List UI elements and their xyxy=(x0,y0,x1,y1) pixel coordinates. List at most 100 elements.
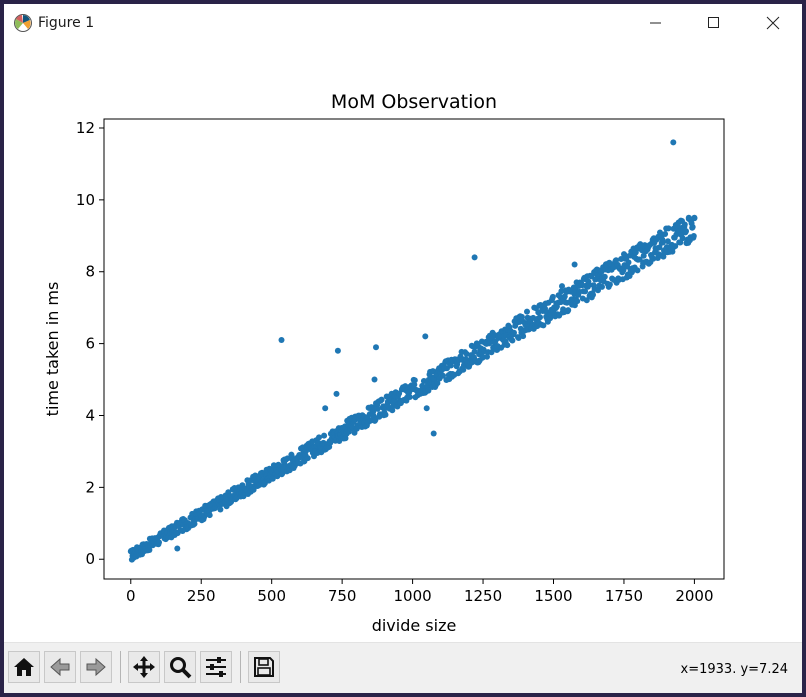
navigation-toolbar: x=1933. y=7.24 xyxy=(4,642,802,693)
minimize-icon xyxy=(650,22,661,24)
scatter-point xyxy=(484,353,490,360)
home-button[interactable] xyxy=(8,651,40,683)
back-button[interactable] xyxy=(44,651,76,683)
y-tick-label: 10 xyxy=(76,191,95,209)
scatter-point xyxy=(422,333,429,340)
forward-button[interactable] xyxy=(80,651,112,683)
scatter-point xyxy=(406,394,413,400)
scatter-point xyxy=(656,244,663,251)
maximize-button[interactable] xyxy=(685,4,743,42)
scatter-point xyxy=(334,347,341,354)
x-tick-label: 1500 xyxy=(534,587,572,605)
scatter-point xyxy=(504,342,511,349)
configure-subplots-button[interactable] xyxy=(200,651,232,683)
forward-arrow-icon xyxy=(86,657,106,677)
chart-title: MoM Observation xyxy=(331,91,497,113)
scatter-point xyxy=(430,430,437,437)
scatter-point xyxy=(679,235,686,242)
close-icon xyxy=(766,16,780,30)
figure-window: Figure 1 MoM Observation divide size tim… xyxy=(4,4,802,693)
x-tick-label: 1750 xyxy=(605,587,643,605)
scatter-point xyxy=(374,405,381,412)
maximize-icon xyxy=(708,17,719,28)
plot-canvas[interactable]: MoM Observation divide size time taken i… xyxy=(4,42,802,642)
minimize-button[interactable] xyxy=(627,4,685,42)
x-axis-label: divide size xyxy=(372,616,457,635)
scatter-point xyxy=(634,267,641,274)
scatter-point xyxy=(217,506,224,513)
pan-icon xyxy=(133,656,155,678)
y-tick-label: 4 xyxy=(85,406,95,424)
scatter-point xyxy=(586,281,592,288)
save-icon xyxy=(254,657,274,677)
scatter-point xyxy=(322,405,329,412)
scatter-point xyxy=(571,261,578,268)
scatter-point xyxy=(672,243,679,250)
scatter-point xyxy=(382,411,389,418)
x-tick-label: 250 xyxy=(187,587,216,605)
scatter-point xyxy=(509,337,516,344)
matplotlib-icon xyxy=(14,14,32,32)
axis-ticks: 0 250 500 750 1000 1250 1500 1750 2000 0 2 4 6 8 10 12 xyxy=(76,119,714,605)
scatter-point xyxy=(595,287,601,294)
scatter-point xyxy=(471,348,478,355)
scatter-point xyxy=(488,349,495,356)
scatter-point xyxy=(590,291,596,298)
scatter-point xyxy=(524,308,530,315)
scatter-point xyxy=(689,224,696,230)
x-tick-label: 750 xyxy=(328,587,357,605)
scatter-point xyxy=(434,380,441,387)
sliders-icon xyxy=(206,657,226,677)
close-button[interactable] xyxy=(744,4,802,42)
scatter-point xyxy=(537,314,543,321)
scatter-point xyxy=(206,512,213,519)
scatter-point xyxy=(269,475,276,482)
scatter-point xyxy=(440,372,446,379)
x-tick-label: 1000 xyxy=(393,587,431,605)
y-tick-label: 0 xyxy=(85,550,95,568)
scatter-point xyxy=(659,239,666,246)
scatter-point xyxy=(561,293,568,300)
scatter-point xyxy=(582,288,589,295)
scatter-point xyxy=(691,214,698,221)
scatter-point xyxy=(601,273,608,280)
scatter-point xyxy=(333,390,340,397)
scatter-point xyxy=(321,432,328,439)
scatter-point xyxy=(574,298,581,305)
pan-button[interactable] xyxy=(128,651,160,683)
scatter-point xyxy=(316,434,322,441)
x-tick-label: 1250 xyxy=(464,587,502,605)
scatter-point xyxy=(371,376,378,383)
scatter-point xyxy=(423,405,430,412)
scatter-point xyxy=(685,214,692,221)
scatter-point xyxy=(304,455,311,462)
scatter-point xyxy=(612,258,619,264)
scatter-point xyxy=(559,283,565,290)
scatter-point xyxy=(662,231,669,237)
scatter-point xyxy=(342,435,349,442)
scatter-point xyxy=(650,255,657,262)
cursor-coordinates: x=1933. y=7.24 xyxy=(680,662,788,677)
scatter-point xyxy=(549,293,556,300)
y-axis-label: time taken in ms xyxy=(43,282,62,417)
scatter-point xyxy=(378,396,385,403)
scatter-point xyxy=(274,473,281,480)
scatter-point xyxy=(156,539,162,546)
scatter-point xyxy=(565,307,572,314)
zoom-button[interactable] xyxy=(164,651,196,683)
home-icon xyxy=(14,658,34,676)
scatter-point xyxy=(599,283,605,290)
scatter-points xyxy=(127,139,698,563)
scatter-point xyxy=(681,221,688,228)
scatter-point xyxy=(683,228,689,235)
save-button[interactable] xyxy=(248,651,280,683)
scatter-point xyxy=(540,322,547,329)
scatter-point xyxy=(411,377,418,384)
scatter-point xyxy=(636,256,643,263)
scatter-point xyxy=(511,329,517,336)
window-title: Figure 1 xyxy=(38,15,95,31)
scatter-point xyxy=(690,233,697,239)
scatter-point xyxy=(191,520,198,527)
scatter-point xyxy=(583,297,590,304)
scatter-point xyxy=(174,545,181,552)
